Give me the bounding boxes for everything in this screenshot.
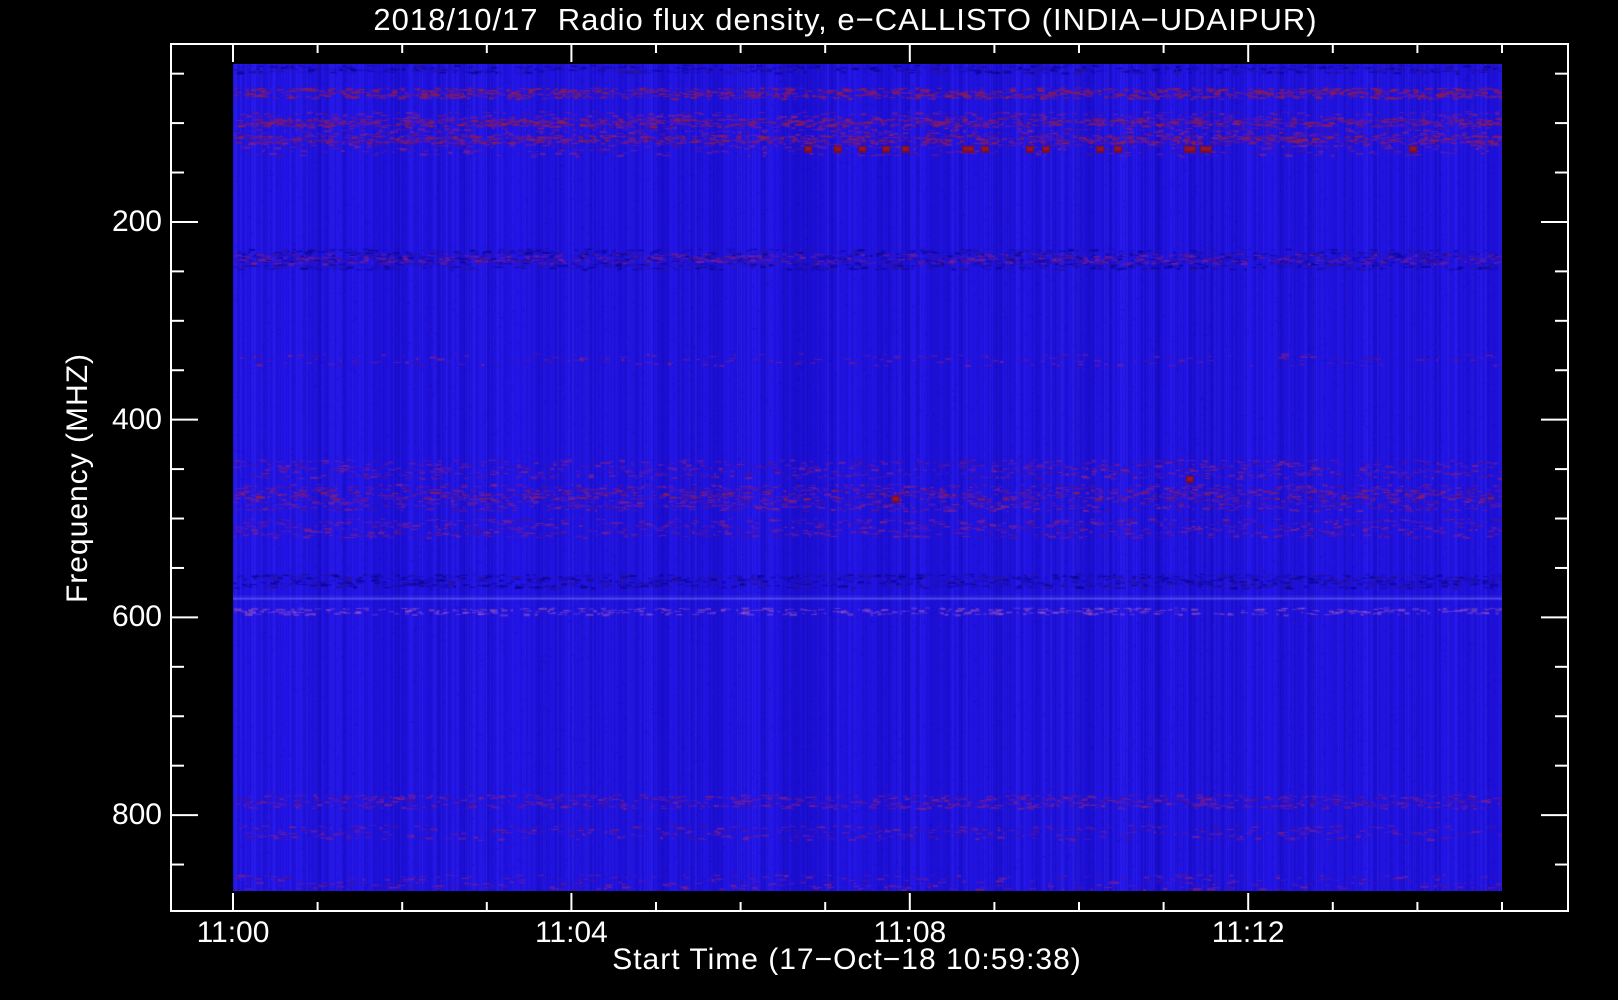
y-tick-label: 200 xyxy=(111,204,162,238)
x-tick-label: 11:04 xyxy=(534,916,608,949)
x-tick-label: 11:12 xyxy=(1211,916,1285,949)
x-tick-label: 11:00 xyxy=(196,916,270,949)
y-tick-label: 800 xyxy=(111,798,162,832)
x-tick-label: 11:08 xyxy=(873,916,947,949)
y-tick-label: 600 xyxy=(111,600,162,634)
x-axis-label: Start Time (17−Oct−18 10:59:38) xyxy=(612,943,1082,976)
spectrogram-canvas xyxy=(233,64,1502,891)
plot-frame xyxy=(170,43,1569,912)
chart-title: 2018/10/17 Radio flux density, e−CALLIST… xyxy=(373,2,1318,37)
y-axis-label: Frequency (MHZ) xyxy=(61,352,94,604)
y-tick-label: 400 xyxy=(111,402,162,436)
